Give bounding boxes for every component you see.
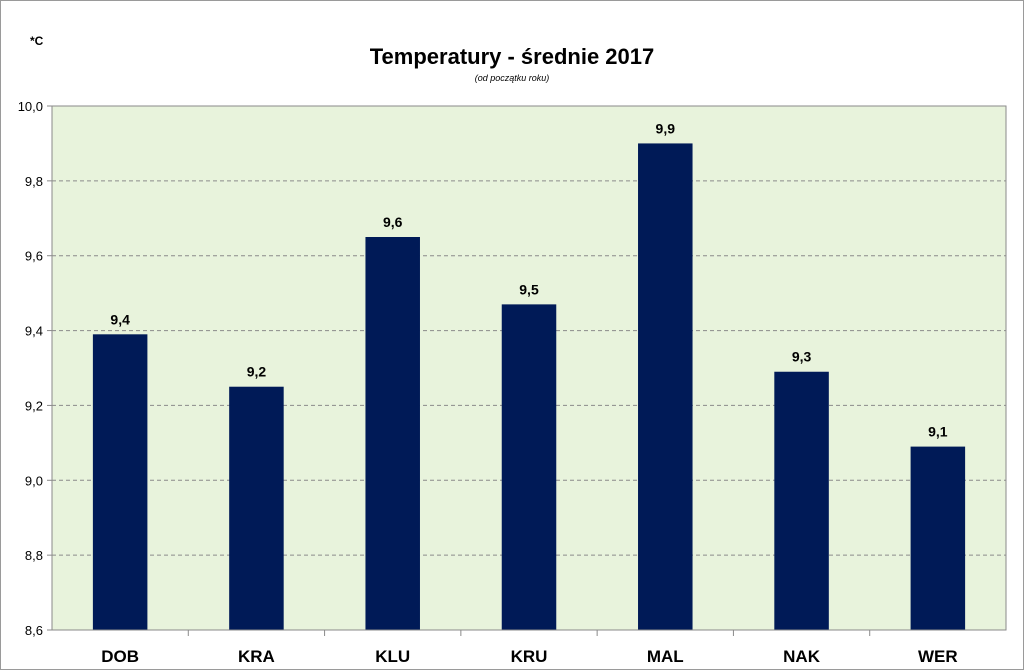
bar-kra (229, 386, 284, 630)
y-tick-labels: 8,6 8,8 9,0 9,2 9,4 9,6 9,8 10,0 (18, 99, 43, 638)
x-category-label: KRU (511, 647, 548, 666)
bar-nak (774, 371, 829, 630)
data-label: 9,1 (928, 424, 948, 440)
data-label: 9,9 (656, 120, 676, 136)
y-unit-label: *C (30, 34, 44, 48)
bar-dob (92, 334, 148, 630)
chart-subtitle: (od początku roku) (475, 73, 550, 83)
y-tick-label: 9,0 (25, 473, 43, 488)
bars (92, 143, 966, 630)
y-tick-label: 9,4 (25, 324, 43, 339)
data-label: 9,5 (519, 281, 539, 297)
bar-wer (910, 446, 966, 630)
chart-title: Temperatury - średnie 2017 (370, 44, 655, 69)
data-labels: 9,4 9,2 9,6 9,5 9,9 9,3 9,1 (110, 120, 947, 439)
y-tick-label: 9,8 (25, 174, 43, 189)
y-tick-label: 10,0 (18, 99, 43, 114)
x-category-label: KRA (238, 647, 275, 666)
data-label: 9,3 (792, 349, 812, 365)
x-category-label: NAK (783, 647, 821, 666)
axes (47, 105, 1006, 636)
y-tick-label: 8,6 (25, 623, 43, 638)
data-label: 9,6 (383, 214, 403, 230)
y-tick-label: 9,6 (25, 249, 43, 264)
x-category-labels: DOB KRA KLU KRU MAL NAK WER (101, 647, 957, 666)
x-category-label: DOB (101, 647, 139, 666)
data-label: 9,2 (247, 364, 267, 380)
bar-mal (638, 143, 693, 630)
x-category-label: KLU (375, 647, 410, 666)
y-tick-label: 8,8 (25, 548, 43, 563)
y-tick-label: 9,2 (25, 398, 43, 413)
bar-kru (501, 304, 557, 630)
x-category-label: WER (918, 647, 958, 666)
bar-klu (365, 237, 420, 630)
data-label: 9,4 (110, 311, 130, 327)
x-category-label: MAL (647, 647, 684, 666)
